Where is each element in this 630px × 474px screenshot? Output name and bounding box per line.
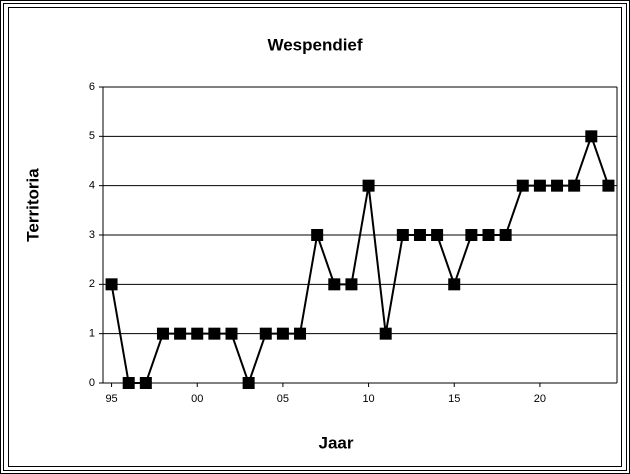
marker bbox=[431, 229, 444, 241]
y-tick-label: 6 bbox=[89, 81, 95, 93]
marker bbox=[191, 327, 204, 340]
marker bbox=[568, 179, 581, 192]
marker bbox=[242, 377, 255, 389]
marker bbox=[362, 179, 375, 192]
marker bbox=[139, 377, 152, 389]
x-tick-label: 05 bbox=[277, 393, 289, 405]
y-tick-label: 0 bbox=[89, 377, 95, 389]
marker bbox=[225, 327, 238, 340]
x-tick-label: 15 bbox=[448, 393, 460, 405]
chart-title: Wespendief bbox=[267, 35, 362, 54]
marker bbox=[465, 229, 478, 241]
marker bbox=[379, 327, 392, 340]
marker bbox=[208, 327, 221, 340]
marker bbox=[294, 327, 307, 340]
marker bbox=[482, 229, 495, 241]
marker bbox=[259, 327, 272, 340]
marker bbox=[276, 327, 289, 340]
marker bbox=[516, 179, 529, 192]
marker bbox=[345, 278, 358, 291]
marker bbox=[499, 229, 512, 241]
x-tick-label: 00 bbox=[191, 393, 203, 405]
x-tick-label: 10 bbox=[362, 393, 374, 405]
y-tick-label: 1 bbox=[89, 328, 95, 340]
marker bbox=[174, 327, 187, 340]
y-tick-label: 2 bbox=[89, 278, 95, 290]
marker bbox=[396, 229, 409, 241]
marker bbox=[122, 377, 135, 389]
x-tick-label: 20 bbox=[534, 393, 546, 405]
marker bbox=[448, 278, 461, 291]
marker bbox=[328, 278, 341, 291]
marker bbox=[413, 229, 426, 241]
y-tick-label: 3 bbox=[89, 229, 95, 241]
marker bbox=[105, 278, 118, 291]
y-tick-label: 5 bbox=[89, 130, 95, 142]
marker bbox=[156, 327, 169, 340]
y-tick-label: 4 bbox=[89, 180, 95, 192]
y-axis-title: Territoria bbox=[23, 168, 42, 242]
x-tick-label: 95 bbox=[105, 393, 117, 405]
inner-frame bbox=[3, 3, 627, 471]
marker bbox=[585, 130, 598, 143]
marker bbox=[602, 179, 615, 192]
marker bbox=[311, 229, 324, 241]
marker bbox=[551, 179, 564, 192]
x-axis-title: Jaar bbox=[319, 433, 354, 452]
marker bbox=[533, 179, 546, 192]
